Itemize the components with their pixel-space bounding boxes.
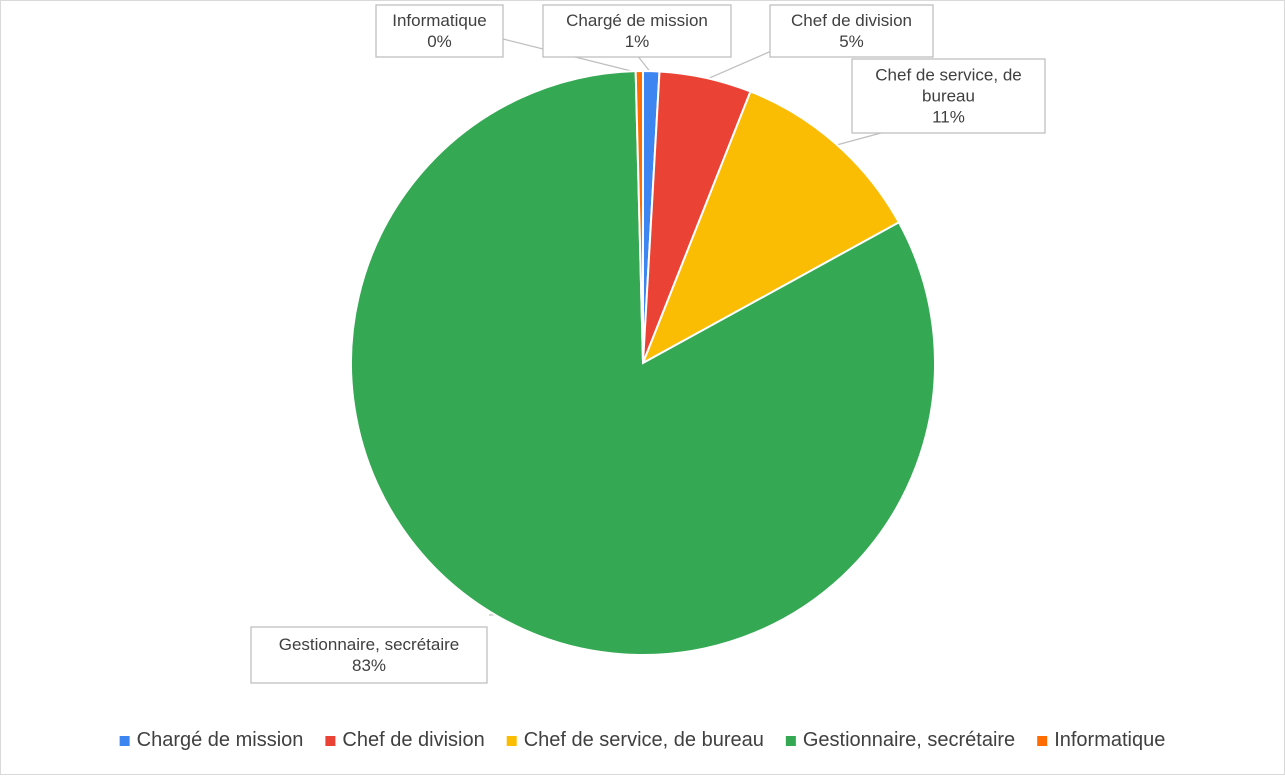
- legend-label: Informatique: [1054, 729, 1165, 751]
- data-label-percent: 0%: [427, 32, 452, 51]
- legend-swatch: [1037, 736, 1048, 746]
- data-label-gestionnaire-secretaire: Gestionnaire, secrétaire 83%: [250, 626, 488, 684]
- data-label-name: Chef de service, de: [875, 66, 1021, 85]
- data-label-charge-de-mission: Chargé de mission 1%: [542, 4, 732, 58]
- data-label-percent: 1%: [625, 32, 650, 51]
- data-label-box: [375, 4, 504, 58]
- pie-slice-gestionnaire-secretaire: [350, 70, 936, 656]
- leader-line-chef-de-division: [705, 48, 777, 81]
- data-label-name: Informatique: [392, 11, 487, 30]
- legend-swatch: [506, 736, 517, 746]
- legend-label: Chef de service, de bureau: [524, 729, 764, 751]
- legend-label: Gestionnaire, secrétaire: [803, 729, 1015, 751]
- legend-label: Chef de division: [342, 729, 484, 751]
- legend-item-chef-de-division: Chef de division: [325, 729, 485, 751]
- pie-slices: [350, 69, 936, 656]
- legend-item-chef-de-service-de-bureau: Chef de service, de bureau: [506, 729, 764, 751]
- data-label-chef-de-service-de-bureau: Chef de service, de bureau 11%: [851, 58, 1046, 134]
- legend-item-gestionnaire-secretaire: Gestionnaire, secrétaire: [785, 729, 1015, 751]
- data-label-informatique: Informatique 0%: [375, 4, 504, 58]
- data-label-name: Chargé de mission: [566, 11, 708, 30]
- data-label-box: [851, 58, 1046, 134]
- legend: Chargé de mission Chef de division Chef de…: [119, 729, 1165, 751]
- data-label-percent: 11%: [932, 108, 965, 127]
- data-label-name: bureau: [922, 87, 975, 106]
- data-label-box: [542, 4, 732, 58]
- data-label-name: Chef de division: [791, 11, 912, 30]
- legend-label: Chargé de mission: [137, 729, 304, 751]
- data-label-percent: 83%: [352, 656, 386, 675]
- data-label-name: Gestionnaire, secrétaire: [279, 635, 459, 654]
- data-label-box: [250, 626, 488, 684]
- pie-slice-informatique: [634, 69, 644, 364]
- legend-swatch: [325, 736, 336, 746]
- leader-line-chef-de-service-de-bureau: [834, 132, 882, 147]
- legend-item-informatique: Informatique: [1037, 729, 1165, 751]
- legend-swatch: [119, 736, 130, 746]
- pie-slice-chef-de-service-de-bureau: [641, 90, 901, 366]
- legend-item-charge-de-mission: Chargé de mission: [119, 729, 304, 751]
- data-label-percent: 5%: [839, 32, 864, 51]
- legend-swatch: [785, 736, 796, 746]
- data-label-box: [769, 4, 934, 58]
- data-label-chef-de-division: Chef de division 5%: [769, 4, 934, 58]
